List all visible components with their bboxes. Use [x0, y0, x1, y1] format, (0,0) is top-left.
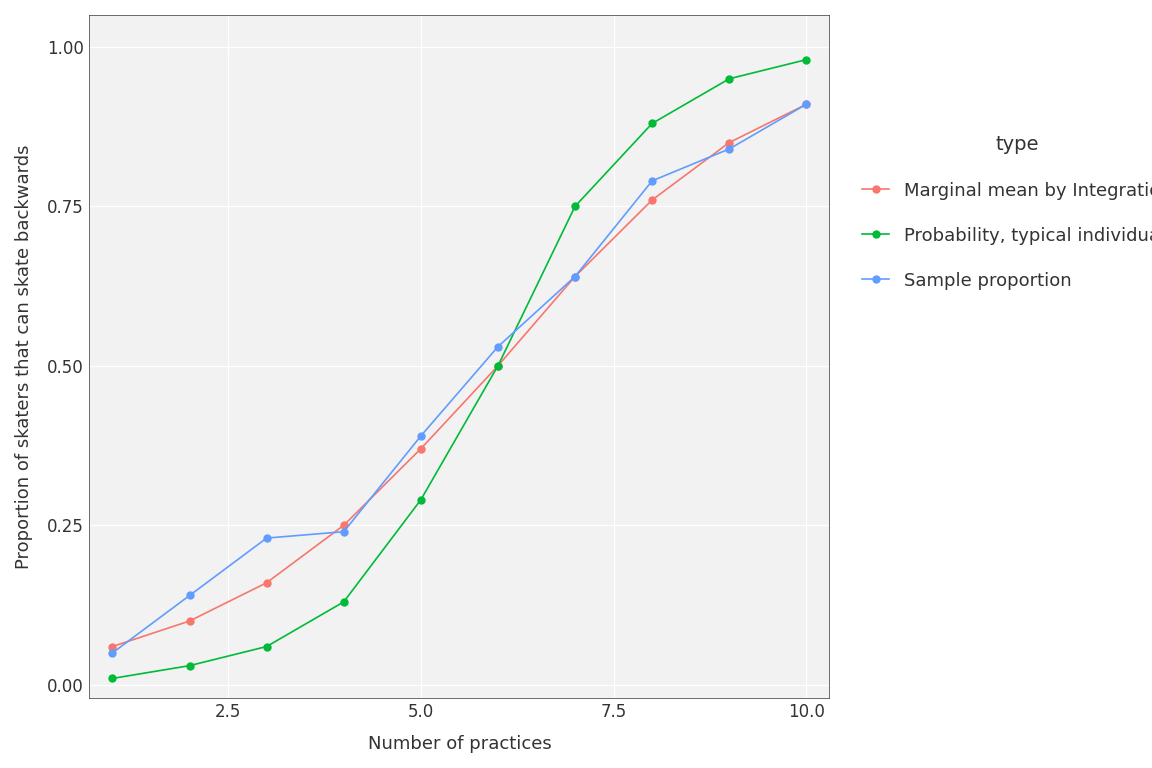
Probability, typical individual: [106, 674, 120, 683]
Marginal mean by Integration: [336, 521, 350, 530]
Sample proportion: [722, 144, 736, 154]
Marginal mean by Integration: [183, 617, 197, 626]
Marginal mean by Integration: [799, 100, 813, 109]
Legend: Marginal mean by Integration, Probability, typical individual, Sample proportion: Marginal mean by Integration, Probabilit…: [854, 127, 1152, 300]
Sample proportion: [259, 534, 273, 543]
Sample proportion: [568, 272, 582, 281]
Marginal mean by Integration: [414, 444, 427, 453]
Marginal mean by Integration: [722, 138, 736, 147]
Probability, typical individual: [259, 642, 273, 651]
Sample proportion: [799, 100, 813, 109]
Marginal mean by Integration: [106, 642, 120, 651]
Probability, typical individual: [568, 202, 582, 211]
Sample proportion: [414, 432, 427, 441]
Probability, typical individual: [799, 55, 813, 65]
Sample proportion: [106, 648, 120, 657]
Line: Marginal mean by Integration: Marginal mean by Integration: [109, 101, 810, 650]
Sample proportion: [491, 342, 505, 351]
Marginal mean by Integration: [568, 272, 582, 281]
Line: Sample proportion: Sample proportion: [109, 101, 810, 657]
Marginal mean by Integration: [491, 361, 505, 370]
Probability, typical individual: [414, 495, 427, 505]
Sample proportion: [336, 527, 350, 536]
Line: Probability, typical individual: Probability, typical individual: [109, 56, 810, 682]
Marginal mean by Integration: [259, 578, 273, 588]
Probability, typical individual: [491, 361, 505, 370]
Probability, typical individual: [722, 74, 736, 84]
Y-axis label: Proportion of skaters that can skate backwards: Proportion of skaters that can skate bac…: [15, 144, 33, 568]
Sample proportion: [183, 591, 197, 600]
Probability, typical individual: [183, 661, 197, 670]
Probability, typical individual: [645, 119, 659, 128]
Probability, typical individual: [336, 598, 350, 607]
Marginal mean by Integration: [645, 195, 659, 204]
Sample proportion: [645, 176, 659, 185]
X-axis label: Number of practices: Number of practices: [367, 735, 552, 753]
